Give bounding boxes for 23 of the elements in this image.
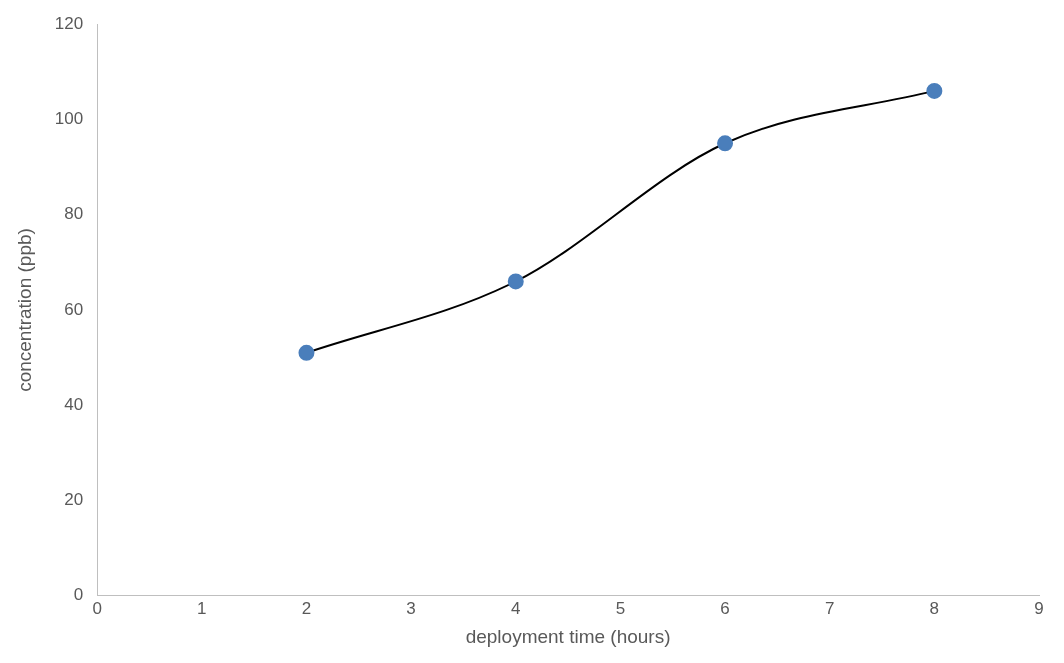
y-tick-label: 40	[64, 394, 84, 414]
point	[298, 344, 315, 361]
point	[926, 82, 943, 99]
y-tick-label: 80	[64, 204, 84, 224]
y-tick-label: 120	[54, 13, 84, 33]
x-tick-label: 8	[929, 598, 940, 618]
x-tick-label: 4	[511, 598, 521, 618]
x-axis-title: deployment time (hours)	[465, 625, 671, 647]
y-tick-label: 60	[64, 299, 84, 319]
x-tick-label: 9	[1034, 598, 1044, 618]
x-tick-label: 1	[197, 598, 207, 618]
y-axis-title: concentration (ppb)	[13, 228, 35, 392]
x-tick-label: 6	[720, 598, 730, 618]
x-tick-label: 0	[92, 598, 102, 618]
point	[507, 273, 524, 290]
x-tick-label: 7	[824, 598, 835, 618]
y-tick-label: 20	[64, 490, 84, 510]
x-tick-label: 2	[301, 598, 312, 618]
y-tick-label: 100	[54, 109, 84, 129]
y-tick-label: 0	[73, 585, 84, 605]
x-tick-label: 5	[615, 598, 626, 618]
x-tick-label: 3	[406, 598, 416, 618]
point	[717, 135, 734, 152]
